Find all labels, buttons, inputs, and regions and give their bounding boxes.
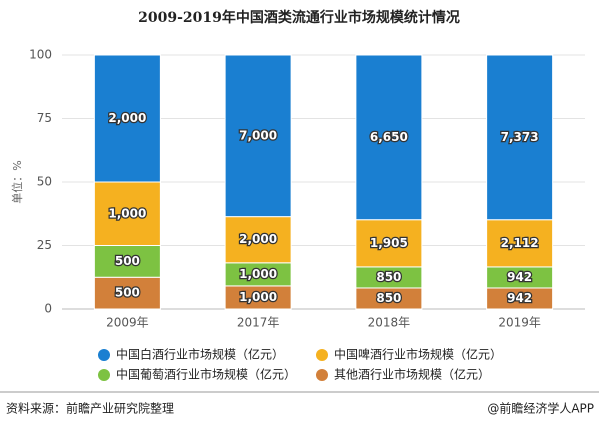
legend-label: 中国白酒行业市场规模（亿元） bbox=[116, 347, 284, 362]
data-label: 500 bbox=[115, 254, 140, 268]
y-tick-label: 0 bbox=[44, 302, 52, 316]
data-label: 850 bbox=[376, 270, 401, 284]
data-label: 850 bbox=[376, 291, 401, 305]
legend-swatch bbox=[98, 369, 110, 381]
data-label: 1,000 bbox=[108, 206, 146, 220]
data-label: 1,905 bbox=[370, 236, 408, 250]
data-label: 1,000 bbox=[239, 267, 277, 281]
data-label: 942 bbox=[507, 270, 532, 284]
x-tick-label: 2018年 bbox=[368, 316, 411, 330]
y-tick-label: 25 bbox=[37, 238, 52, 252]
bar-segment bbox=[224, 216, 292, 264]
bar-segment bbox=[93, 181, 161, 246]
bar-segment bbox=[93, 276, 161, 310]
source: 资料来源：前瞻产业研究院整理 bbox=[6, 401, 174, 416]
data-label: 7,000 bbox=[239, 128, 277, 142]
data-label: 942 bbox=[507, 291, 532, 305]
data-label: 2,000 bbox=[108, 111, 146, 125]
bar-segment bbox=[355, 219, 423, 268]
data-label: 2,000 bbox=[239, 232, 277, 246]
legend-label: 中国啤酒行业市场规模（亿元） bbox=[334, 347, 502, 362]
bar-segment bbox=[93, 245, 161, 278]
legend-swatch bbox=[316, 369, 328, 381]
data-label: 2,112 bbox=[501, 236, 539, 250]
credit: @前瞻经济学人APP bbox=[487, 401, 594, 416]
bar-segment bbox=[355, 54, 423, 221]
legend-label: 其他酒行业市场规模（亿元） bbox=[334, 367, 490, 382]
y-tick-label: 50 bbox=[37, 175, 52, 189]
y-tick-label: 75 bbox=[37, 111, 52, 125]
data-label: 6,650 bbox=[370, 130, 408, 144]
data-label: 500 bbox=[115, 286, 140, 300]
x-tick-label: 2019年 bbox=[498, 316, 541, 330]
bar-segment bbox=[224, 54, 292, 218]
legend-label: 中国葡萄酒行业市场规模（亿元） bbox=[116, 367, 296, 382]
data-label: 7,373 bbox=[501, 130, 539, 144]
bar-segment bbox=[486, 54, 554, 221]
data-label: 1,000 bbox=[239, 290, 277, 304]
chart-title: 2009-2019年中国酒类流通行业市场规模统计情况 bbox=[138, 9, 460, 26]
x-tick-label: 2009年 bbox=[106, 316, 149, 330]
legend-swatch bbox=[98, 349, 110, 361]
bar-segment bbox=[93, 54, 161, 183]
bar-segment bbox=[486, 219, 554, 268]
y-axis-label: 单位：% bbox=[10, 160, 24, 203]
legend-swatch bbox=[316, 349, 328, 361]
x-tick-label: 2017年 bbox=[237, 316, 280, 330]
y-tick-label: 100 bbox=[29, 48, 52, 62]
